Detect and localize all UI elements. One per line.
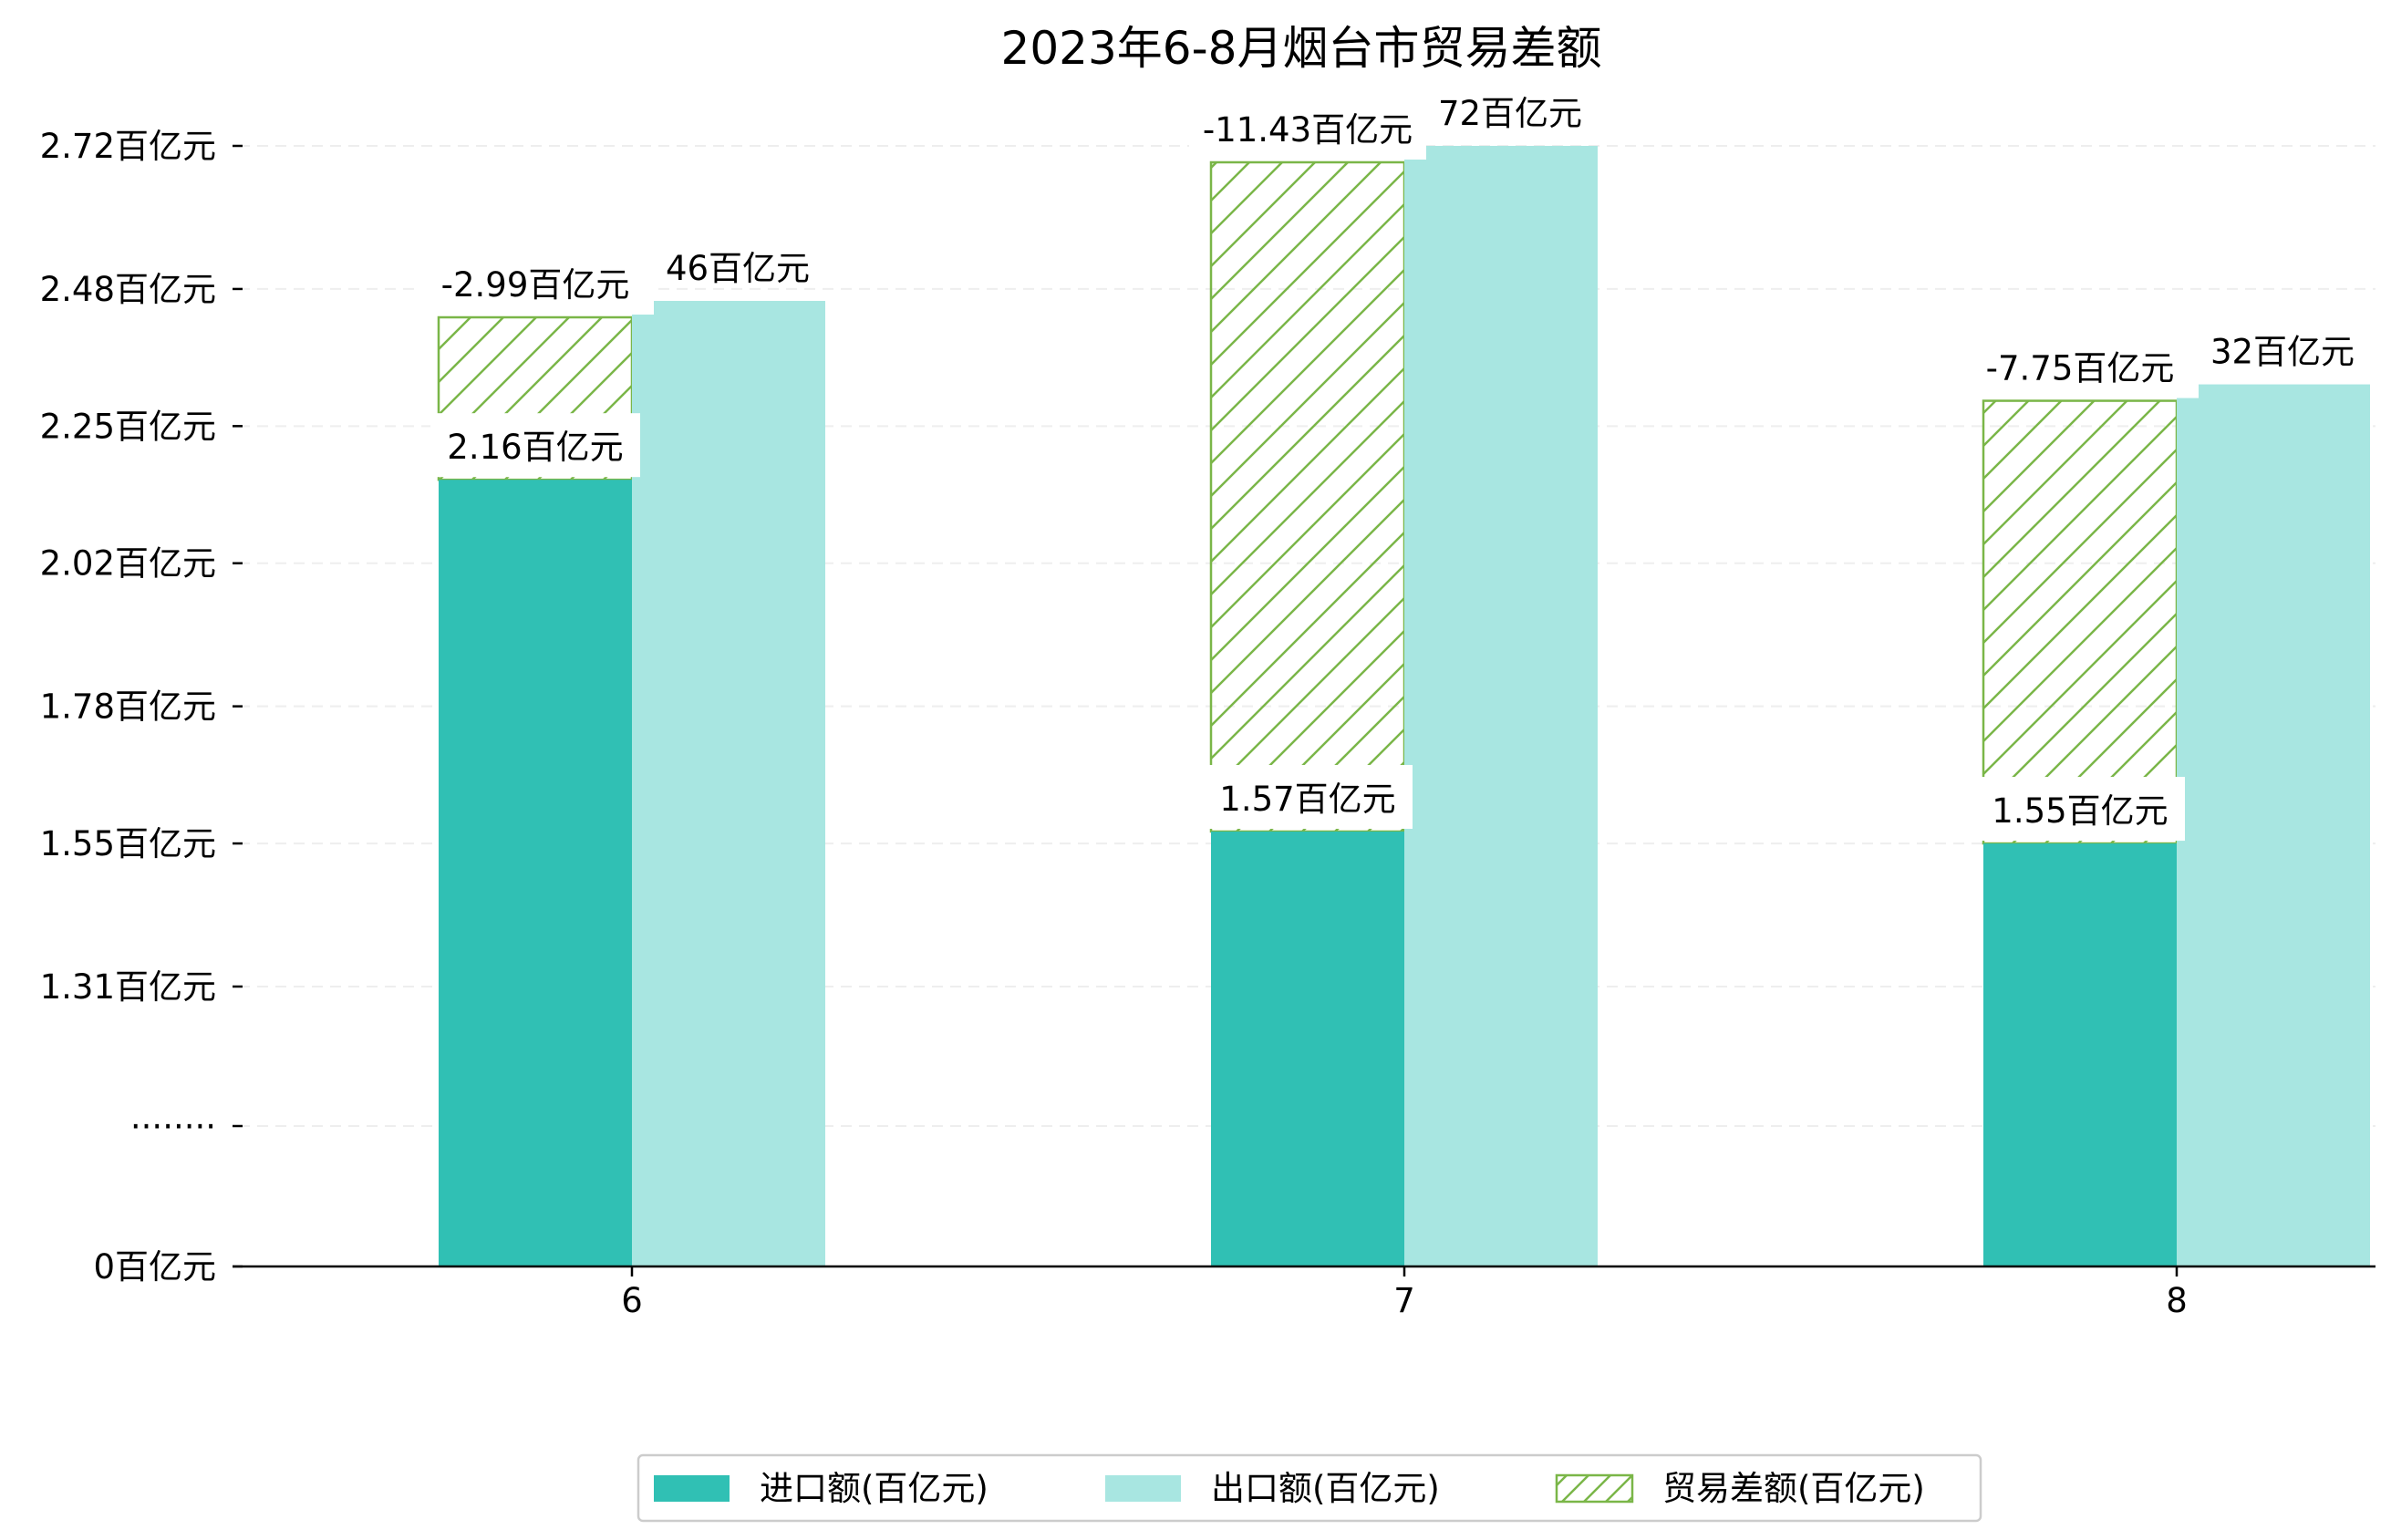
label-export: 72百亿元 [1438,94,1582,133]
label-export: 46百亿元 [666,249,810,288]
label-import: 1.57百亿元 [1219,780,1395,819]
label-import: 2.16百亿元 [447,428,623,467]
legend-swatch-balance [1555,1473,1634,1504]
legend-label-import: 进口额(百亿元) [760,1469,988,1508]
y-tick-label: 1.78百亿元 [40,687,216,727]
label-export: 32百亿元 [2210,333,2355,372]
label-trade-balance: -2.99百亿元 [441,265,630,305]
bar-import [1983,843,2177,1266]
y-tick-label: 0百亿元 [93,1247,216,1287]
bar-import [1211,831,1404,1266]
legend-swatch-import [654,1475,730,1502]
y-axis: 0百亿元 ········ 1.31百亿元 1.55百亿元 1.78百亿元 2.02百亿元… [40,127,243,1287]
legend-label-balance: 贸易差额(百亿元) [1662,1469,1925,1508]
y-tick-label: 1.55百亿元 [40,824,216,863]
x-tick-label: 8 [2166,1281,2188,1320]
bar-import [439,480,632,1266]
bars [437,146,2370,1267]
legend-swatch-export [1105,1475,1181,1502]
y-tick-label: 1.31百亿元 [40,967,216,1007]
label-import-bg [1203,764,1413,829]
x-tick-label: 6 [621,1281,643,1320]
bar-export [1404,146,1598,1266]
y-tick-label: 2.02百亿元 [40,544,216,584]
label-import-bg [1975,777,2185,842]
label-import: 1.55百亿元 [1992,791,2168,831]
legend-label-export: 出口额(百亿元) [1211,1469,1440,1508]
label-import-bg [430,413,640,478]
x-tick-label: 7 [1393,1281,1415,1320]
y-tick-label: 2.72百亿元 [40,127,216,166]
label-trade-balance-bg [417,251,654,315]
label-trade-balance: -11.43百亿元 [1203,110,1413,150]
chart-title: 2023年6-8月烟台市贸易差额 [1001,22,1602,75]
label-trade-balance: -7.75百亿元 [1986,349,2175,388]
bar-trade-balance [1209,160,1406,833]
bar-export [2177,384,2370,1266]
data-labels: 2.16百亿元 -2.99百亿元 46百亿元 1.57百亿元 -11.43百亿元 72百亿… [417,94,2355,842]
legend: 进口额(百亿元) 出口额(百亿元) 贸易差额(百亿元) [637,1453,1982,1523]
legend-box [637,1453,1982,1523]
x-axis: 6 7 8 [621,1266,2188,1320]
label-trade-balance-bg [1961,334,2199,398]
y-tick-label: 2.25百亿元 [40,407,216,446]
y-tick-label: ········ [130,1107,216,1146]
bar-export [632,301,825,1267]
label-trade-balance-bg [1189,96,1426,160]
y-tick-label: 2.48百亿元 [40,270,216,309]
